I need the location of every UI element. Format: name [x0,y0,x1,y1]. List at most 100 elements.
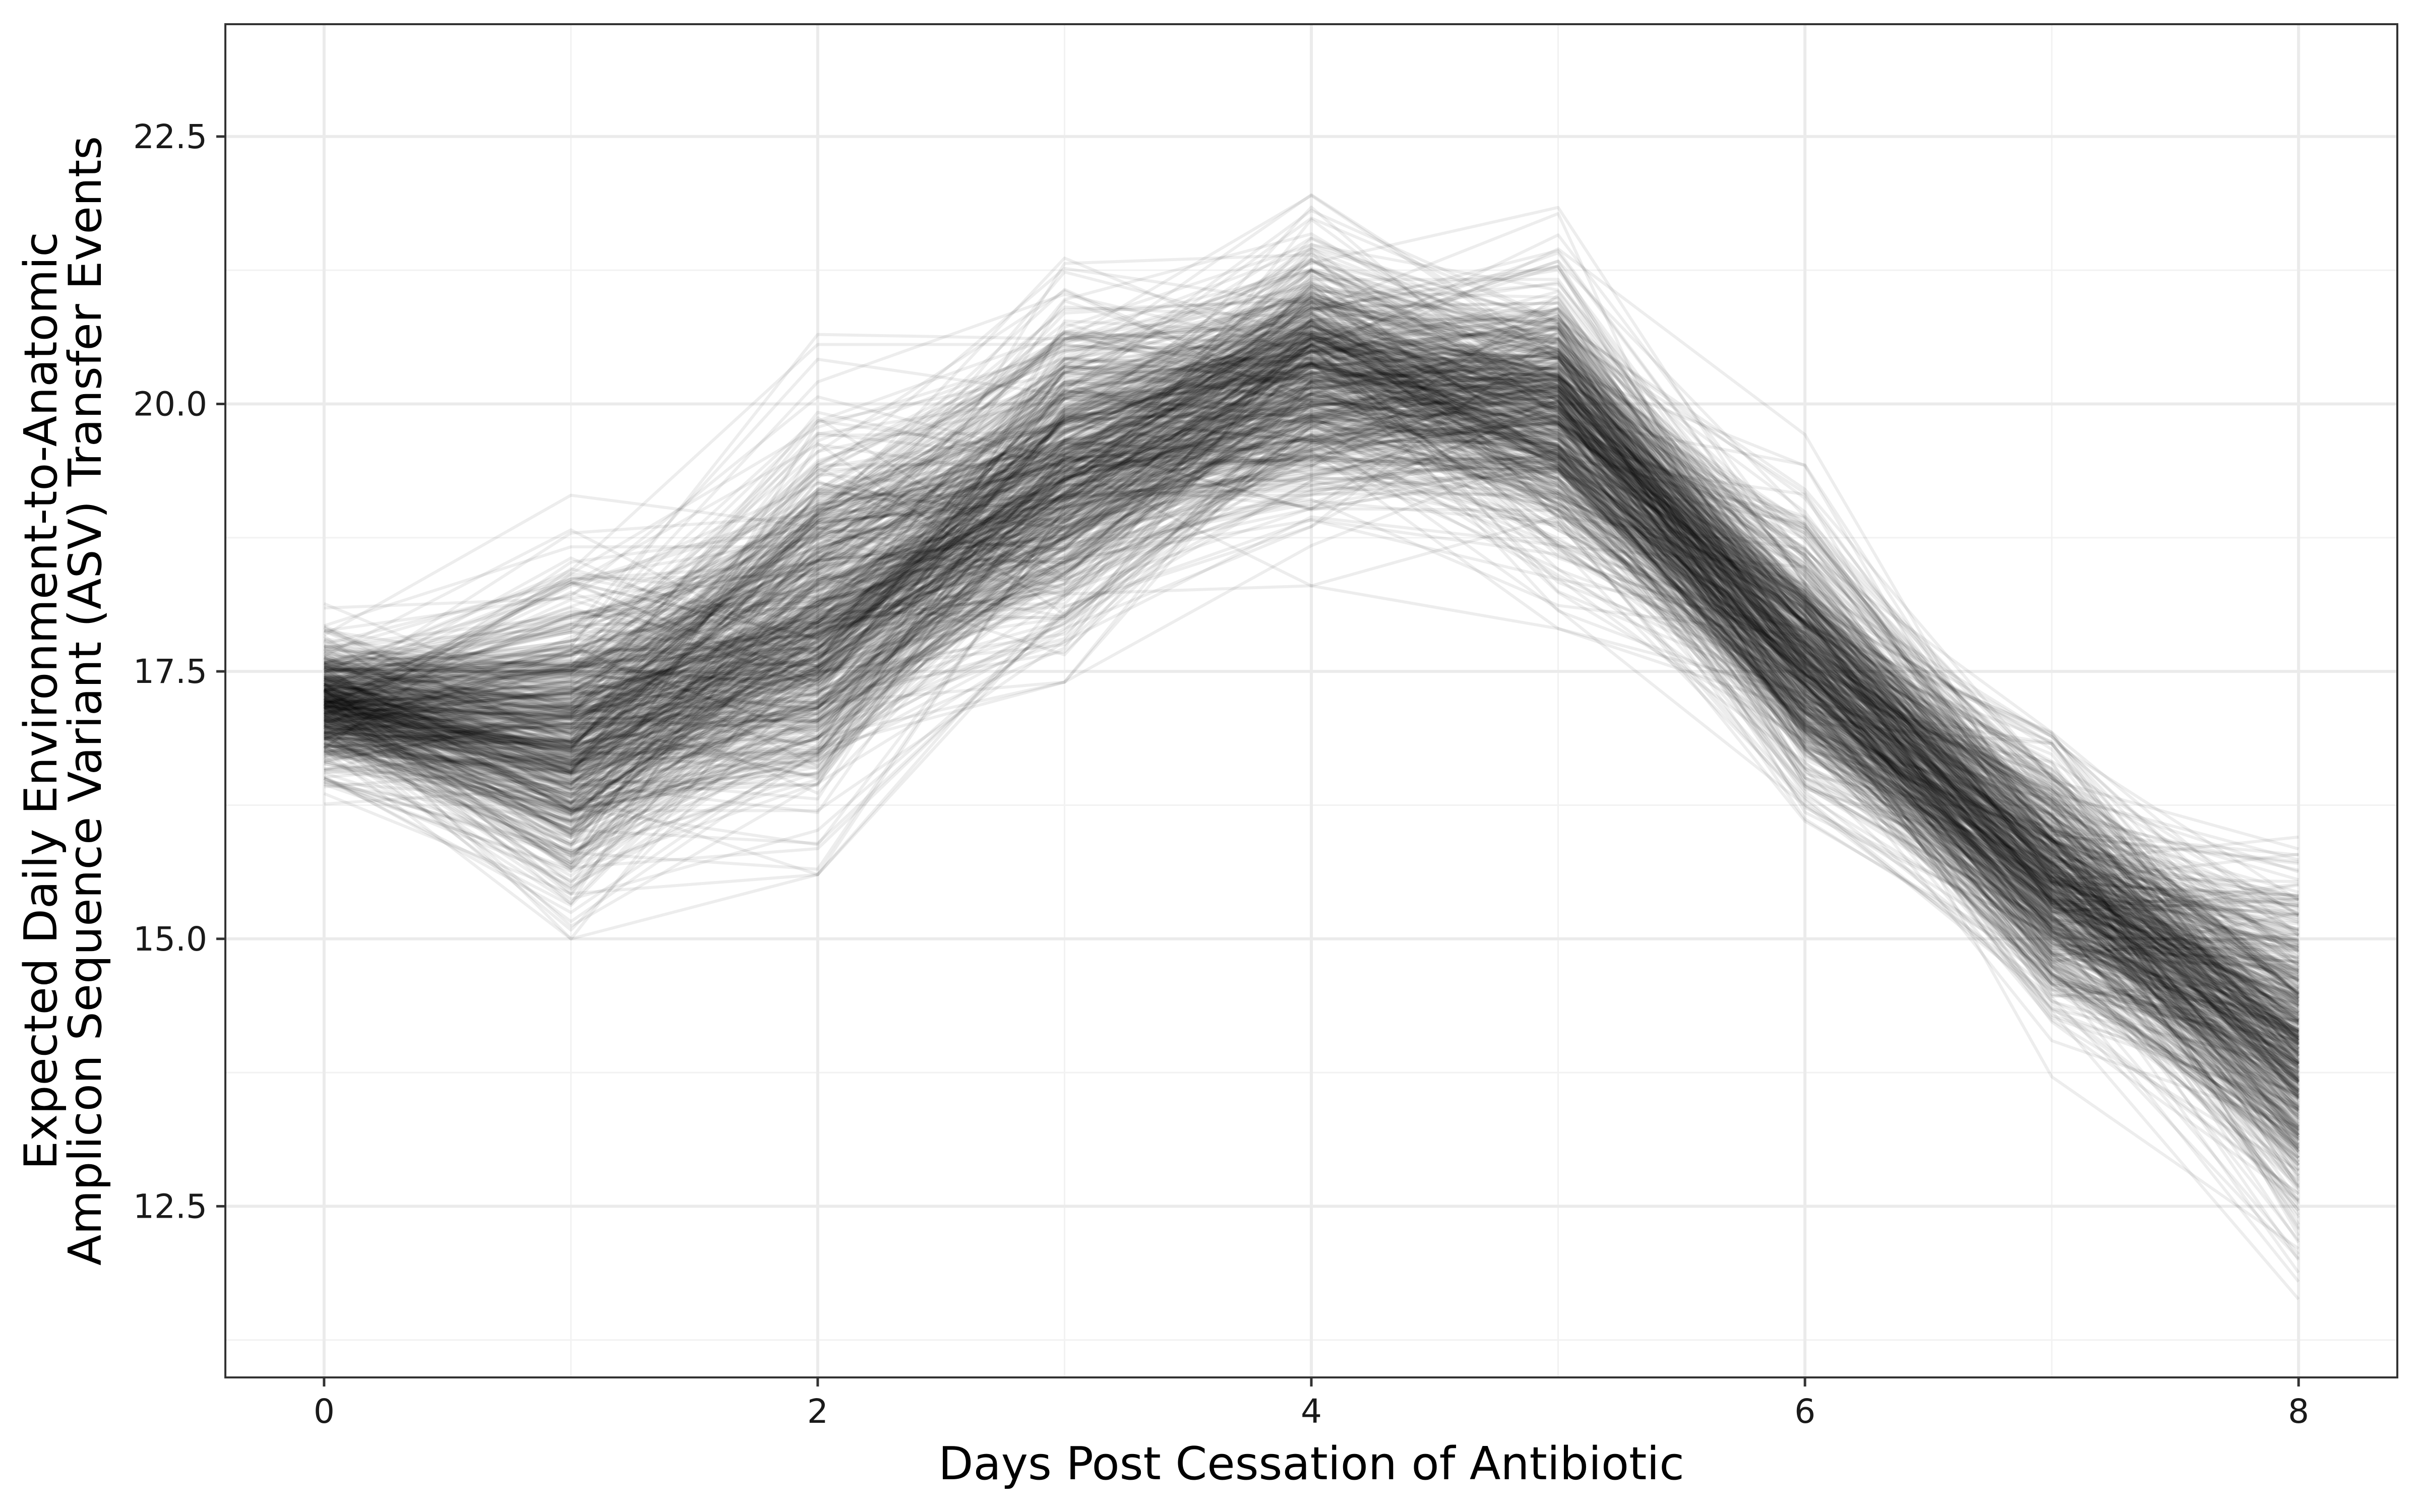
series-line [323,250,2300,1007]
series-line [324,319,2300,953]
series-line [324,435,2300,1086]
series-line [323,371,2300,1065]
series-line [323,385,2300,1053]
series-line [324,338,2300,1139]
series-line [324,297,2300,1046]
series-line [323,412,2300,1054]
series-line [324,372,2300,1022]
series-line [324,323,2300,1159]
series-line [324,344,2300,1007]
series-line [323,243,2300,961]
series-line [324,374,2300,981]
series-line [323,364,2300,1072]
series-line [324,318,2300,1087]
series-line [324,355,2300,1047]
series-line [324,348,2300,1125]
series-line [324,336,2300,1057]
series-line [324,413,2300,1099]
series-line [324,419,2299,1005]
series-line [324,350,2300,1052]
series-line [324,327,2300,982]
series-line [323,335,2300,1072]
y-axis-title: Expected Daily Environment-to-Anatomic A… [15,136,112,1266]
series-line [324,384,2300,979]
series-line [323,329,2300,1027]
series-line [324,346,2300,1171]
series-line [323,290,2300,1237]
series-line [324,324,2300,1177]
series-line [323,401,2300,1132]
series-line [324,255,2300,962]
series-line [324,258,2300,1166]
series-line [324,331,2300,1046]
series-line [323,296,2300,1085]
series-line [323,344,2300,1000]
series-line [323,291,2300,1084]
series-line [324,343,2300,1076]
series-line [324,426,2300,1055]
series-line [323,334,2300,1007]
series-line [324,432,2300,1195]
series-line [323,400,2300,1090]
series-line [324,415,2300,1043]
series-line [324,404,2300,1092]
series-line [324,332,2300,1046]
series-line [323,362,2300,1055]
series-line [324,312,2300,1093]
series-line [323,346,2300,1172]
series-line [324,343,2300,997]
series-line [323,442,2300,1143]
series-line [323,365,2300,1030]
series-line [324,375,2300,1055]
series-line [323,463,2300,1255]
series-line [324,283,2300,1025]
series-line [323,386,2300,1002]
series-line [324,299,2300,995]
series-line [324,369,2300,1135]
series-line [323,405,2300,1083]
series-line [324,286,2300,1038]
series-line [324,353,2299,933]
series-line [324,366,2300,1115]
series-line [324,370,2300,1019]
series-line [324,373,2300,943]
series-line [324,424,2300,1204]
series-line [324,295,2300,1120]
series-line [324,325,2299,884]
series-line [324,347,2300,1092]
series-line [324,397,2300,1055]
series-line [324,356,2300,1045]
series-line [323,385,2300,991]
series-line [323,331,2300,983]
series-line [323,345,2300,1000]
series-line [324,338,2300,1151]
series-line [324,371,2300,1100]
x-axis-ticks: 0 2 4 6 8 [314,1377,2309,1431]
series-line [324,349,2300,1003]
series-line [323,458,2300,1065]
series-line [323,335,2300,1024]
series-line [323,420,2300,1145]
series-line [324,233,2299,902]
series-line [324,259,2299,924]
series-line [324,339,2299,931]
series-line [323,362,2300,1130]
series-line [324,375,2300,1044]
series-line [324,518,2300,1183]
series-line [323,476,2300,1195]
series-line [324,307,2300,1034]
series-line [324,356,2299,1042]
series-line [323,392,2300,1000]
series-line [324,373,2300,1039]
series-line [324,338,2300,1075]
series-line [324,401,2300,1163]
series-line [324,292,2300,1074]
series-line [323,379,2300,1082]
series-line [323,421,2300,1004]
series-line [324,348,2300,1065]
series-line [323,335,2300,1045]
series-line [324,321,2300,1062]
series-line [323,336,2299,912]
series-line [323,299,2300,1017]
